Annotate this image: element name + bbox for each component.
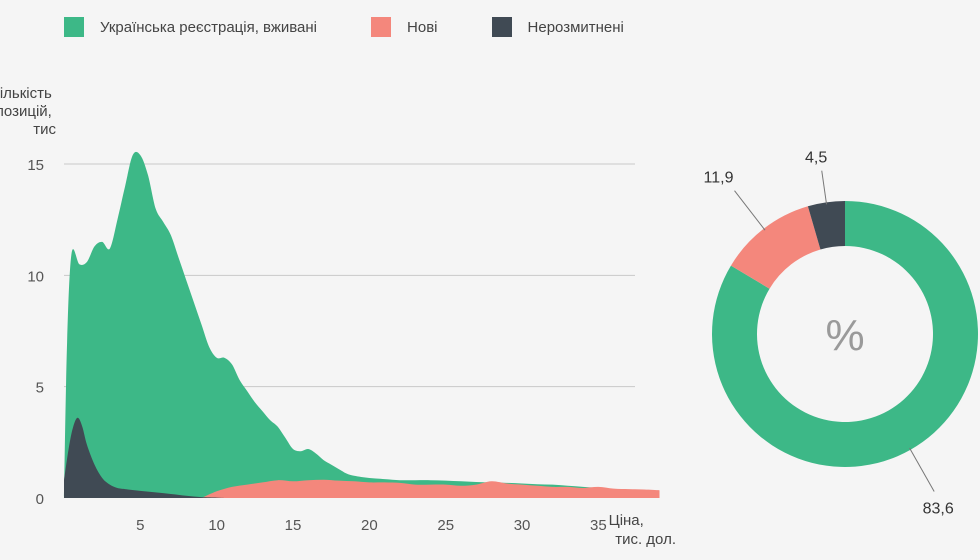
x-tick-label-25: 25 <box>437 517 454 534</box>
donut-leader-uncleared <box>821 170 828 205</box>
y-axis-title: Кількість позицій, тис <box>0 85 56 138</box>
axes: 0 5 10 15 5 10 15 20 25 30 35 <box>27 157 606 534</box>
x-tick-label-5: 5 <box>136 517 144 534</box>
x-axis-title: Ціна, тис. дол. <box>609 512 676 548</box>
legend-swatch-new <box>371 17 392 37</box>
x-tick-label-10: 10 <box>208 517 225 534</box>
y-tick-label-15: 15 <box>27 157 44 174</box>
y-tick-label-5: 5 <box>36 380 44 397</box>
legend-label-used: Українська реєстрація, вживані <box>100 18 318 36</box>
donut-label-uncleared: 4,5 <box>805 150 827 167</box>
legend-swatch-used <box>64 17 84 37</box>
legend-item-uncleared[interactable]: Нерозмитнені <box>491 17 624 37</box>
y-axis-title-line-2: позицій, <box>0 103 52 120</box>
legend-item-used[interactable]: Українська реєстрація, вживані <box>64 17 317 37</box>
legend: Українська реєстрація, вживані Нові Неро… <box>64 14 678 40</box>
donut-slice-used <box>712 201 978 468</box>
x-axis-title-line-2: тис. дол. <box>615 531 676 548</box>
donut-slice-new <box>730 206 821 289</box>
series-area-used <box>64 151 660 498</box>
series-area-new <box>201 479 660 498</box>
donut-label-new: 11,9 <box>704 170 734 187</box>
x-tick-label-35: 35 <box>590 517 607 534</box>
series-areas <box>64 151 660 498</box>
donut-slice-uncleared <box>807 201 845 250</box>
donut-label-used: 83,6 <box>923 501 954 518</box>
legend-label-new: Нові <box>407 18 438 36</box>
x-tick-label-30: 30 <box>514 517 531 534</box>
y-tick-label-10: 10 <box>27 268 44 285</box>
legend-item-new[interactable]: Нові <box>371 17 438 37</box>
donut-center-label: % <box>825 311 864 360</box>
x-axis-title-line-1: Ціна, <box>609 512 644 529</box>
x-tick-label-20: 20 <box>361 517 378 534</box>
donut-leader-new <box>734 190 766 231</box>
x-tick-label-15: 15 <box>285 517 302 534</box>
donut-labels: % 83,6 11,9 4,5 <box>704 150 954 518</box>
legend-label-uncleared: Нерозмитнені <box>527 18 624 36</box>
y-tick-label-0: 0 <box>36 491 44 508</box>
donut-leader-used <box>909 447 935 492</box>
y-axis-title-line-3: тис <box>33 121 56 138</box>
donut-slices <box>712 201 978 468</box>
y-axis-title-line-1: Кількість <box>0 85 52 102</box>
legend-swatch-uncleared <box>491 17 512 37</box>
area-chart: 0 5 10 15 5 10 15 20 25 30 35 Кількість позицій, т… <box>0 85 676 548</box>
donut-chart: % 83,6 11,9 4,5 <box>704 150 978 518</box>
series-area-uncleared <box>64 417 225 498</box>
